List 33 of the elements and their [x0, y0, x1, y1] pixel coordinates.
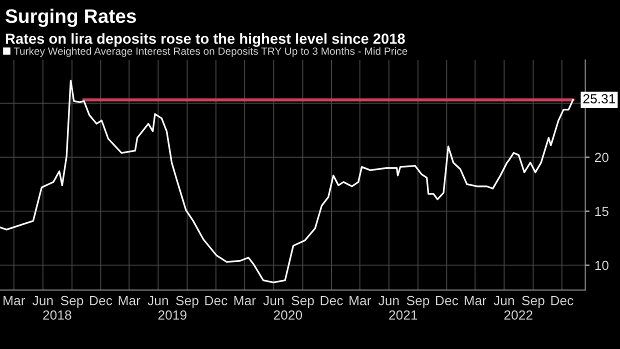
chart-subtitle: Rates on lira deposits rose to the highest level since 2018 [6, 33, 405, 47]
x-tick-label: Mar [350, 296, 372, 306]
x-tick-label: Dec [436, 296, 458, 306]
x-tick-label: Dec [205, 296, 228, 306]
x-tick-label: Mar [118, 296, 140, 306]
x2-tick-label: 2022 [504, 310, 532, 320]
line-series [0, 80, 574, 284]
x-tick-label: Sep [176, 296, 198, 308]
x-tick-label: Mar [234, 296, 256, 306]
annotation: 25.31 [583, 94, 616, 104]
x-tick-label: Sep [60, 296, 84, 308]
x-tick-label: Jun [263, 296, 284, 306]
y-tick-label: 10 [595, 260, 608, 270]
x-tick-label: Mar [4, 296, 26, 306]
x-tick-label: Dec [320, 296, 343, 306]
x2-tick-label: 2021 [389, 310, 418, 320]
x2-tick-label: 2019 [158, 310, 186, 320]
x2-tick-label: 2020 [274, 310, 302, 320]
y-tick-label: 20 [594, 152, 608, 162]
y-tick-label: 15 [595, 206, 608, 216]
x2-tick-label: 2018 [43, 310, 72, 320]
x-tick-label: Mar [464, 296, 486, 306]
legend-label: Turkey Weighted Average Interest Rates on Deposits TRY Up to 3 Months - Mid Price [14, 47, 408, 57]
x-tick-label: Sep [406, 296, 430, 308]
x-tick-label: Jun [494, 296, 514, 306]
chart-title: Surging Rates [6, 8, 136, 27]
x-tick-label: Jun [148, 296, 168, 306]
x-tick-label: Jun [378, 296, 399, 306]
x-tick-label: Jun [32, 296, 53, 306]
x-tick-label: Sep [292, 296, 314, 308]
x-tick-label: Dec [551, 296, 574, 306]
x-tick-label: Dec [90, 296, 112, 306]
x-tick-label: Sep [522, 296, 544, 308]
